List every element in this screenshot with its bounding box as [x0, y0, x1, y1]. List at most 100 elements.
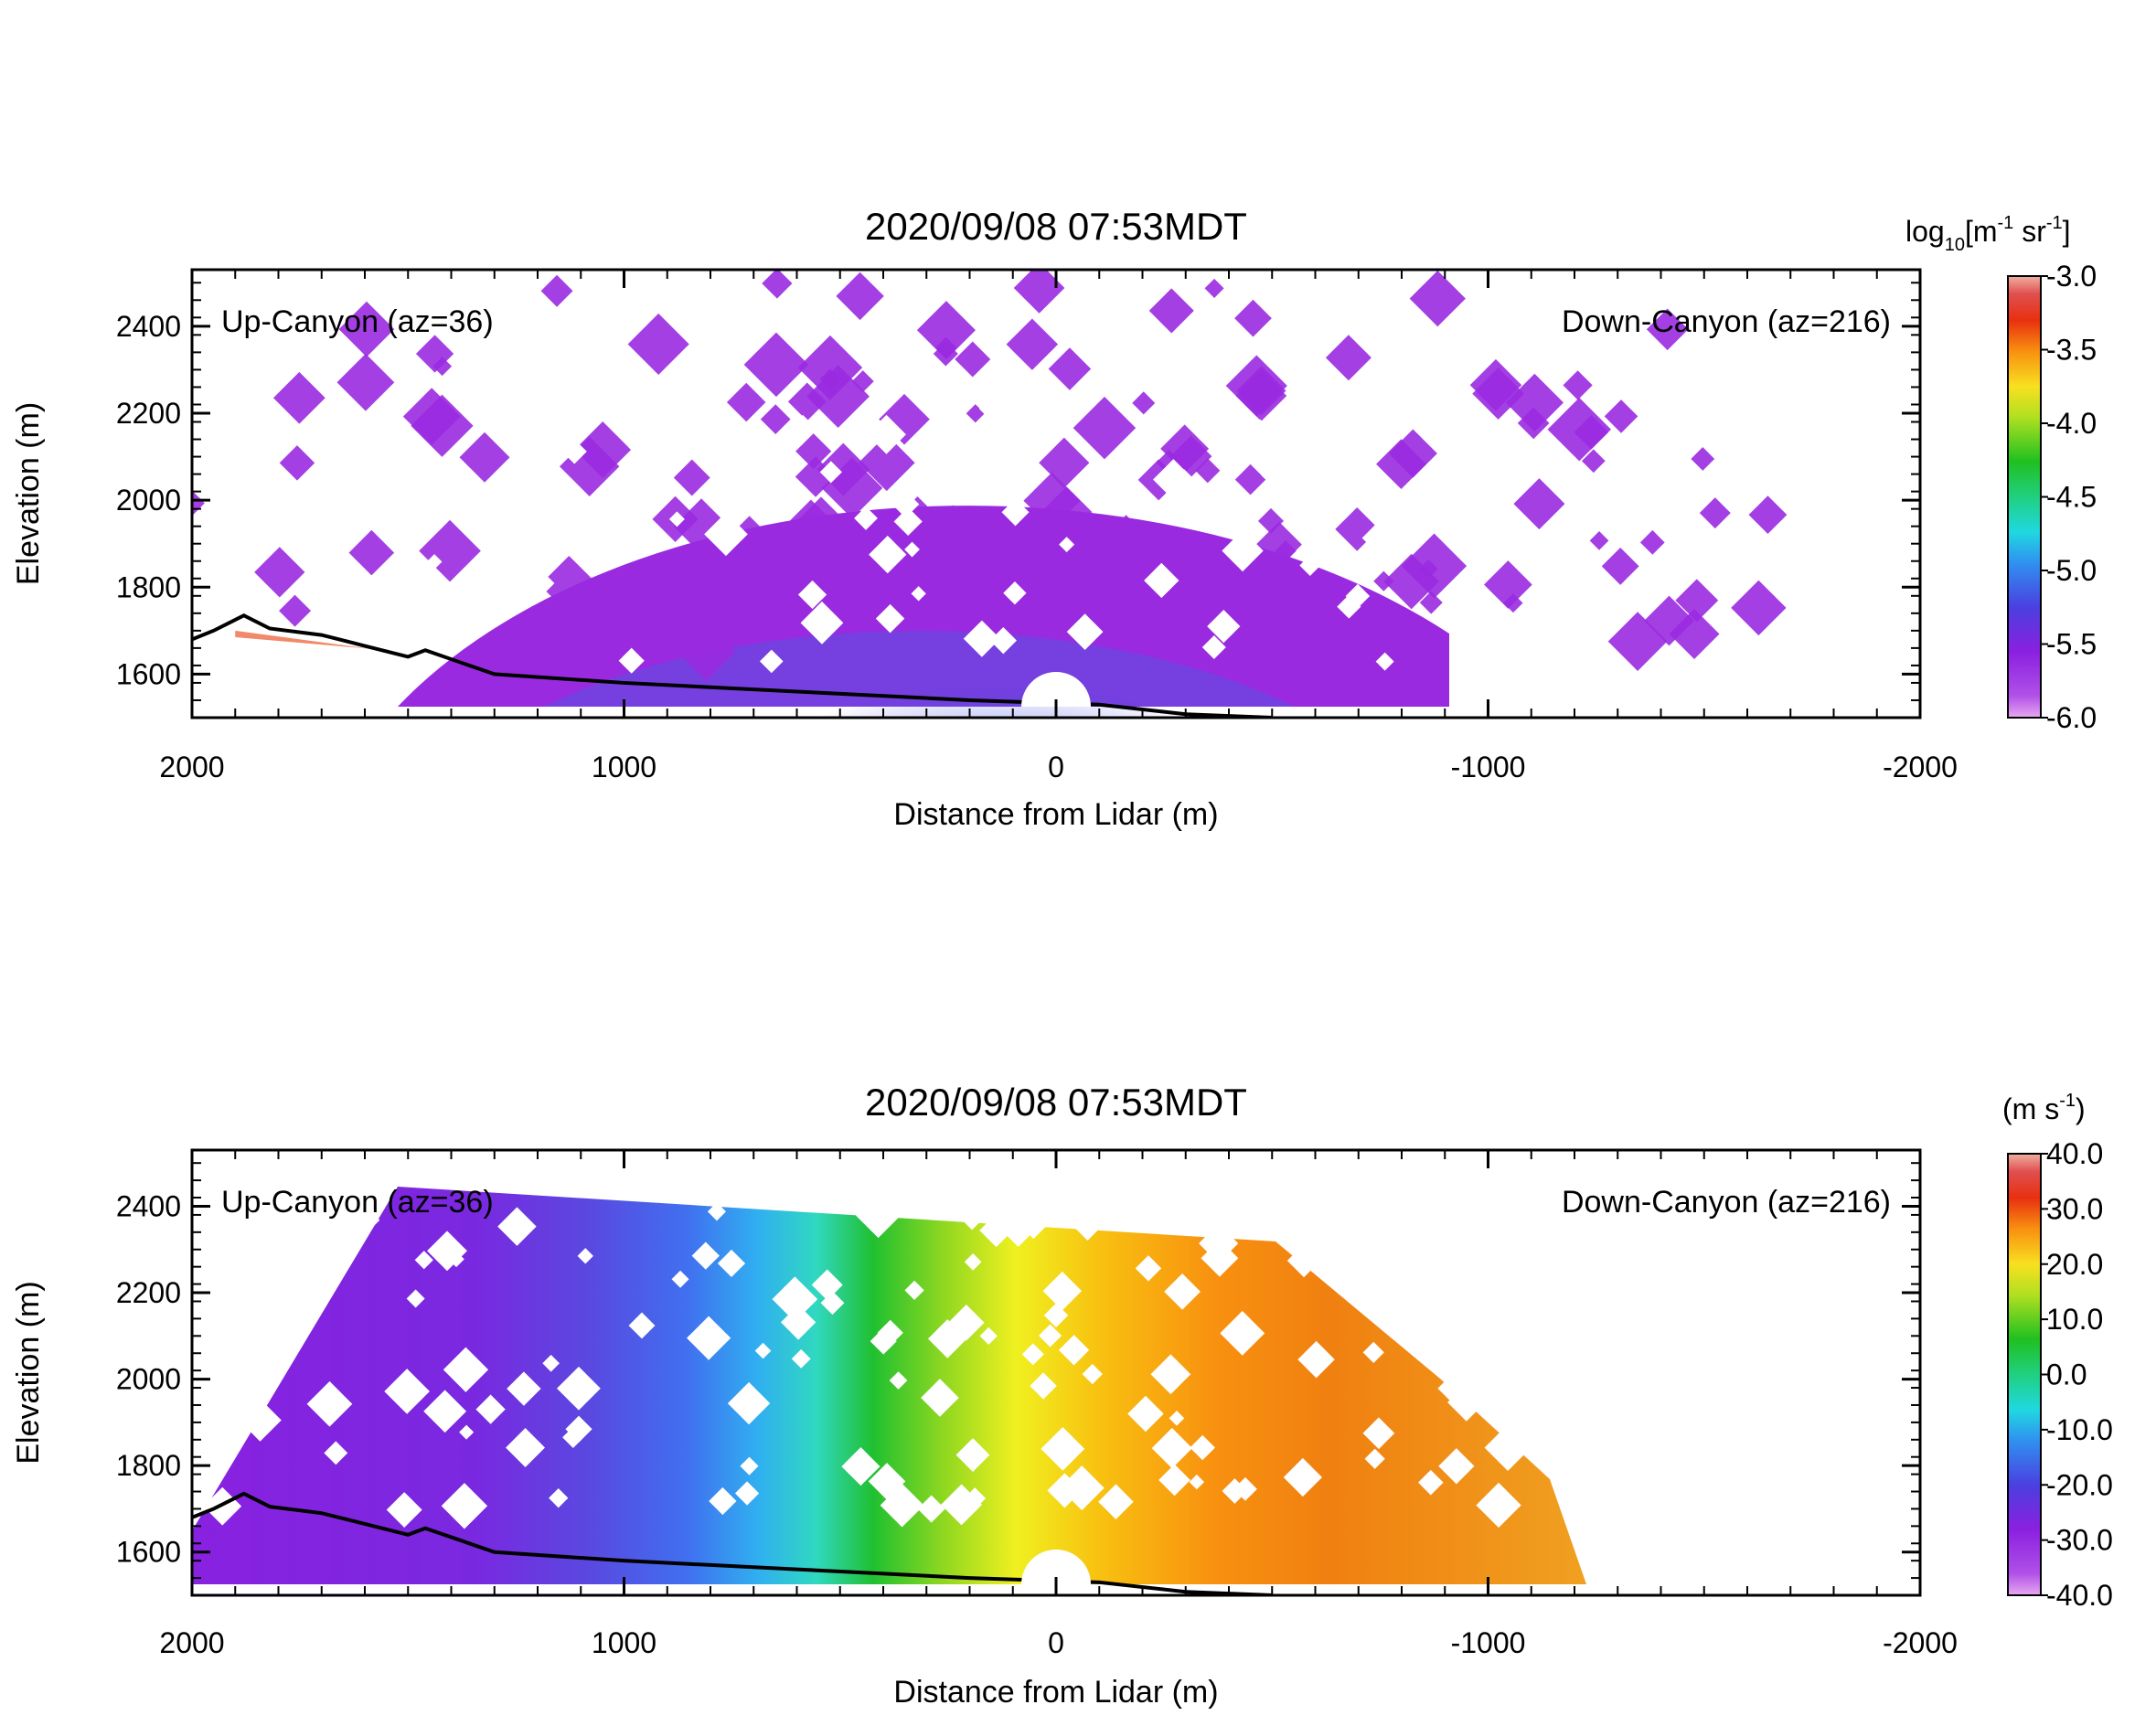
colorbar-tick-label: -4.0	[2046, 407, 2097, 440]
data-cell	[1731, 580, 1787, 636]
data-gap	[353, 1207, 380, 1233]
data-gap	[1418, 1469, 1444, 1496]
data-cell	[1173, 566, 1199, 591]
data-cell	[432, 357, 453, 377]
data-gap	[768, 482, 786, 499]
annotation-up-canyon: Up-Canyon (az=36)	[221, 304, 494, 339]
data-gap	[875, 603, 905, 634]
data-gap	[1207, 610, 1241, 644]
data-gap	[867, 414, 906, 454]
data-gap	[877, 1319, 903, 1347]
data-gap	[239, 1399, 282, 1442]
lidar-blind-zone	[1021, 1550, 1091, 1584]
data-gap	[423, 1390, 467, 1433]
annotation-up-canyon: Up-Canyon (az=36)	[221, 1185, 494, 1220]
data-gap	[772, 1276, 818, 1322]
data-gap	[1144, 409, 1178, 442]
colorbar-tick-label: -20.0	[2046, 1468, 2113, 1501]
data-gap	[491, 479, 525, 514]
data-cell	[819, 368, 841, 390]
data-gap	[1021, 1343, 1044, 1366]
data-cell	[1073, 396, 1137, 460]
x-tick-label: -1000	[1451, 1626, 1526, 1659]
data-gap	[911, 586, 926, 602]
data-gap	[542, 1354, 560, 1372]
data-gap	[687, 1316, 731, 1360]
data-gap	[889, 1371, 908, 1390]
data-gap	[671, 1270, 689, 1288]
data-gap	[921, 1379, 959, 1417]
colorbar-tick-label: 40.0	[2046, 1137, 2103, 1170]
data-gap	[506, 1427, 546, 1467]
data-gap	[1042, 1271, 1083, 1311]
data-gap	[1261, 454, 1303, 496]
data-gap	[577, 1248, 593, 1264]
data-cell	[1513, 478, 1565, 530]
data-gap	[515, 563, 555, 603]
x-axis-label: Distance from Lidar (m)	[893, 1675, 1218, 1710]
data-cell	[927, 505, 978, 556]
y-tick-label: 2400	[116, 1189, 181, 1222]
colorbar-tick-label: -5.0	[2046, 554, 2097, 587]
data-gap	[941, 1484, 983, 1526]
data-gap	[1286, 1243, 1321, 1278]
data-gap	[1201, 634, 1226, 660]
data-cell	[348, 529, 395, 576]
data-cell	[1110, 515, 1142, 547]
data-cell	[1388, 429, 1437, 478]
data-gap	[475, 1394, 506, 1424]
data-gap	[406, 1289, 425, 1308]
data-cell	[1132, 391, 1156, 415]
data-cell	[797, 335, 863, 400]
data-gap	[281, 1283, 298, 1300]
data-gap	[414, 1251, 433, 1270]
data-cell	[1607, 612, 1668, 671]
data-cell	[1563, 370, 1593, 400]
data-cell	[336, 353, 395, 411]
data-gap	[811, 1269, 843, 1301]
data-cell	[627, 313, 689, 376]
data-cell	[1691, 447, 1715, 471]
data-gap	[536, 540, 563, 568]
data-gap	[759, 649, 784, 674]
x-tick-label: 1000	[592, 1626, 656, 1659]
colorbar-tick-label: 10.0	[2046, 1303, 2103, 1336]
data-gap	[841, 1446, 881, 1486]
data-gap	[1030, 1372, 1057, 1400]
colorbar	[2007, 275, 2042, 719]
data-cell	[511, 643, 543, 676]
data-gap	[549, 1488, 569, 1508]
data-cell	[140, 550, 162, 572]
data-cell	[806, 365, 870, 429]
data-cell	[1148, 288, 1194, 334]
data-cell	[574, 421, 632, 478]
colorbar-unit: (m s-1)	[2002, 1091, 2086, 1125]
data-gap	[254, 1273, 289, 1307]
data-cell	[619, 567, 686, 633]
colorbar-tick-label: 0.0	[2046, 1358, 2087, 1391]
data-gap	[709, 1486, 737, 1516]
data-gap	[691, 1241, 720, 1270]
data-gap	[1135, 1255, 1162, 1282]
data-gap	[561, 386, 588, 412]
data-gap	[1121, 1201, 1144, 1224]
data-cell	[402, 388, 461, 445]
data-gap	[869, 535, 907, 574]
data-cell	[934, 336, 957, 358]
data-cell	[1748, 495, 1788, 535]
colorbar-tick-label: -4.5	[2046, 481, 2097, 514]
data-cell	[1234, 463, 1266, 495]
data-gap	[740, 1456, 759, 1476]
data-gap	[1340, 1196, 1366, 1221]
data-gap	[1345, 583, 1371, 609]
data-cell	[459, 432, 510, 483]
data-cell	[1234, 299, 1272, 337]
data-gap	[1174, 469, 1194, 489]
data-cell	[1401, 533, 1468, 599]
data-cell	[966, 404, 985, 423]
data-gap	[868, 1463, 906, 1500]
data-cell	[540, 274, 573, 307]
data-cell	[851, 370, 874, 393]
colorbar-tick-label: -3.0	[2046, 260, 2097, 293]
data-cell	[762, 270, 793, 299]
